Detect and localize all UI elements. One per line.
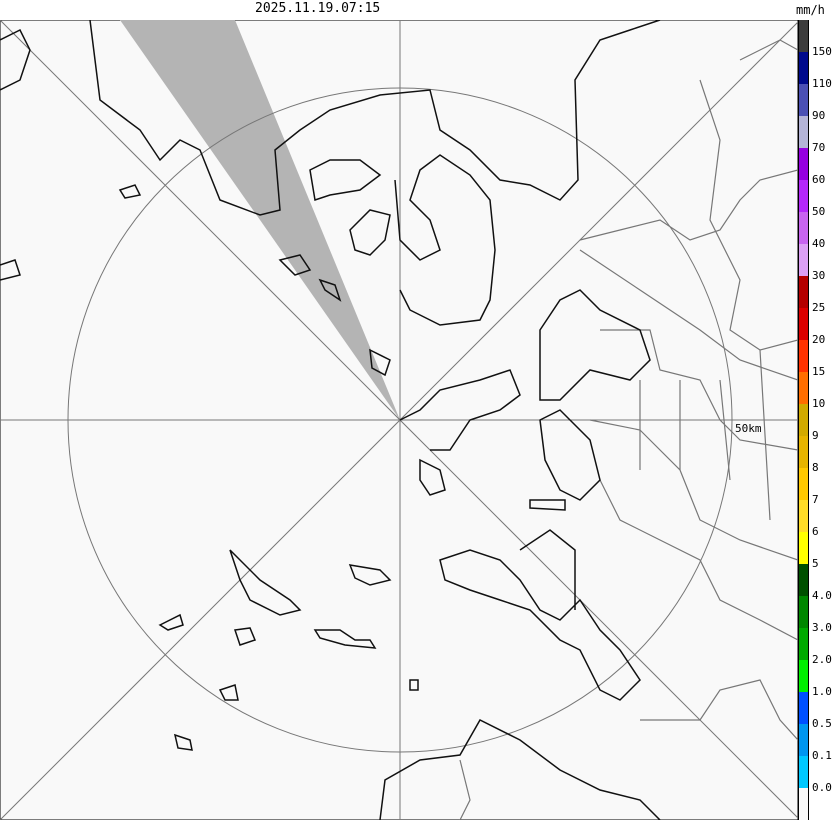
color-scale-swatch [799,212,808,244]
color-scale-label: 9 [812,429,819,442]
color-scale-swatch [799,564,808,596]
color-scale-label: 40 [812,237,826,250]
prefecture-borders [459,39,798,820]
color-scale-swatch [799,468,808,500]
color-scale-label: 8 [812,461,819,474]
color-scale-swatch [799,244,808,276]
color-scale-swatch [799,436,808,468]
color-scale-swatch [799,52,808,84]
color-scale-swatch [799,660,808,692]
range-grid [0,20,798,820]
color-scale-swatch [799,724,808,756]
color-scale-swatch [799,84,808,116]
color-scale-swatch [799,340,808,372]
color-scale-label: 3.0 [812,621,832,634]
color-scale-swatch [799,500,808,532]
grid-line-diagonal [0,20,798,819]
color-scale-swatch [799,180,808,212]
color-scale-label: 10 [812,397,826,410]
color-scale-swatch [799,756,808,788]
color-scale-label: 4.0 [812,589,832,602]
beam-blockage-wedge [120,20,400,420]
color-scale-label: 90 [812,109,826,122]
color-scale-swatch [799,308,808,340]
color-scale-label: 25 [812,301,826,314]
radar-map[interactable]: 50km [0,20,798,820]
range-label: 50km [735,422,762,435]
color-scale-label: 60 [812,173,826,186]
color-scale-swatch [799,372,808,404]
color-scale-swatch [799,20,808,52]
color-scale-bar [798,20,809,820]
color-scale-label: 6 [812,525,819,538]
color-scale-swatch [799,628,808,660]
color-scale-label: 1.0 [812,685,832,698]
unit-label: mm/h [796,3,825,17]
color-scale-label: 30 [812,269,826,282]
color-scale-swatch [799,404,808,436]
color-scale-label: 5 [812,557,819,570]
color-scale-label: 2.0 [812,653,832,666]
color-scale-swatch [799,788,808,820]
color-scale-swatch [799,692,808,724]
timestamp-title: 2025.11.19.07:15 [255,1,381,16]
color-scale-label: 0.1 [812,749,832,762]
color-scale-label: 50 [812,205,826,218]
color-scale-swatch [799,276,808,308]
color-scale-label: 150 [812,45,832,58]
color-scale-label: 110 [812,77,832,90]
grid-line-diagonal [0,21,798,820]
color-scale-label: 0.5 [812,717,832,730]
color-scale-swatch [799,596,808,628]
color-scale-swatch [799,148,808,180]
color-scale-label: 70 [812,141,826,154]
color-scale-label: 7 [812,493,819,506]
color-scale-swatch [799,116,808,148]
color-scale-swatch [799,532,808,564]
color-scale-label: 15 [812,365,826,378]
color-scale-label: 20 [812,333,826,346]
color-scale-label: 0.0 [812,781,832,794]
coastlines [0,20,661,820]
